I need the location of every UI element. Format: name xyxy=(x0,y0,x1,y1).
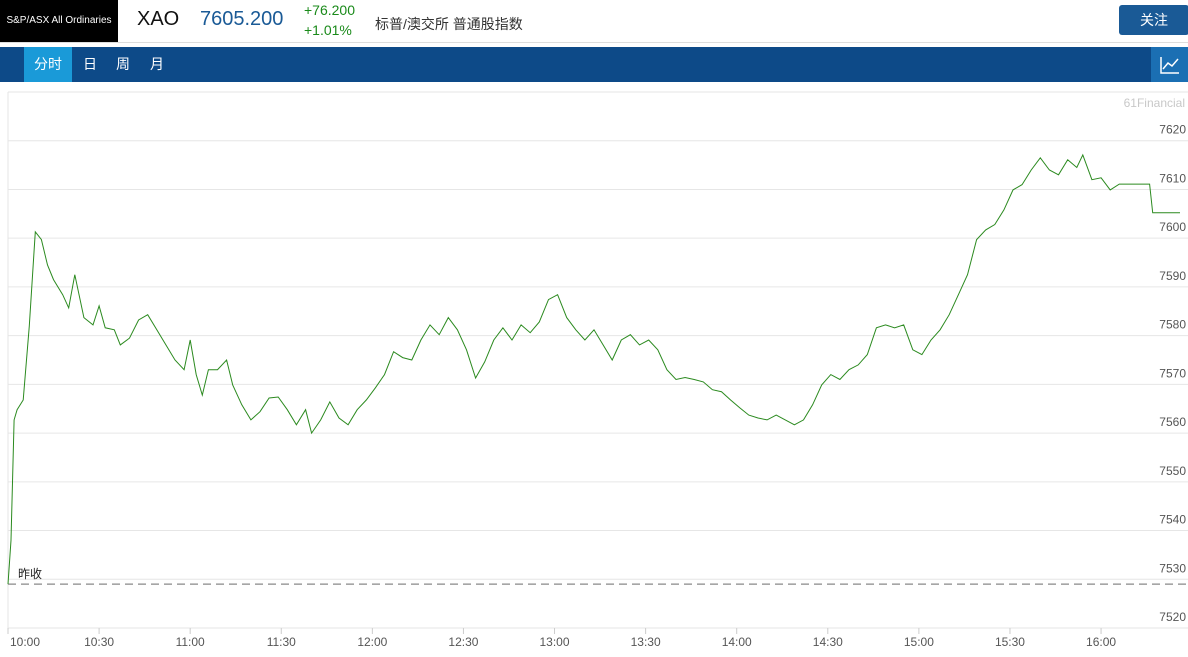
x-tick-label: 15:30 xyxy=(995,635,1025,649)
y-tick-label: 7580 xyxy=(1159,318,1186,332)
x-tick-label: 13:30 xyxy=(631,635,661,649)
x-tick-label: 12:00 xyxy=(357,635,387,649)
x-tick-label: 16:00 xyxy=(1086,635,1116,649)
change-percent: +1.01% xyxy=(304,22,352,38)
x-tick-label: 15:00 xyxy=(904,635,934,649)
follow-button[interactable]: 关注 xyxy=(1119,5,1188,35)
y-tick-label: 7540 xyxy=(1159,513,1186,527)
reference-label: 昨收 xyxy=(18,567,42,581)
y-tick-label: 7570 xyxy=(1159,366,1186,380)
y-tick-label: 7600 xyxy=(1159,220,1186,234)
tab[interactable]: 分时 xyxy=(24,47,72,82)
chart-icon xyxy=(1160,57,1179,74)
tab-bar: 分时 日 周 月 xyxy=(0,47,1188,82)
y-tick-label: 7560 xyxy=(1159,415,1186,429)
watermark: 61Financial xyxy=(1124,96,1185,110)
y-tick-label: 7530 xyxy=(1159,561,1186,575)
change: +76.200 xyxy=(304,2,355,18)
y-tick-label: 7520 xyxy=(1159,610,1186,624)
x-tick-label: 10:30 xyxy=(84,635,114,649)
tab[interactable]: 周 xyxy=(116,56,130,72)
y-tick-label: 7550 xyxy=(1159,464,1186,478)
chart-type-button[interactable] xyxy=(1151,47,1188,82)
x-tick-label: 12:30 xyxy=(448,635,478,649)
x-tick-label: 11:30 xyxy=(267,635,296,649)
header: S&P/ASX All Ordinaries XAO 7605.200 +76.… xyxy=(0,0,1188,43)
price: 7605.200 xyxy=(200,8,284,30)
description: 标普/澳交所 普通股指数 xyxy=(375,16,523,32)
x-tick-label: 14:30 xyxy=(813,635,843,649)
x-tick-label: 13:00 xyxy=(540,635,570,649)
index-name: S&P/ASX All Ordinaries xyxy=(0,0,118,42)
tab[interactable]: 日 xyxy=(83,56,97,72)
y-tick-label: 7620 xyxy=(1159,123,1186,137)
symbol: XAO xyxy=(137,8,180,30)
x-tick-label: 14:00 xyxy=(722,635,752,649)
tab[interactable]: 月 xyxy=(150,56,164,72)
x-tick-label: 11:00 xyxy=(176,635,205,649)
x-tick-label: 10:00 xyxy=(10,635,40,649)
chart: 61Financial 7520 7530 7540 7550 7560 7570 7580… xyxy=(7,91,1188,649)
y-tick-label: 7590 xyxy=(1159,269,1186,283)
y-tick-label: 7610 xyxy=(1159,171,1186,185)
price-line xyxy=(7,153,1180,585)
